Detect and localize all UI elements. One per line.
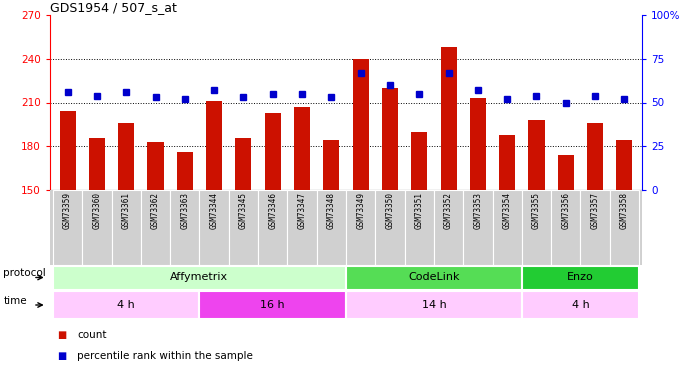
- Text: CodeLink: CodeLink: [408, 273, 460, 282]
- Text: 4 h: 4 h: [572, 300, 590, 310]
- Bar: [499, 135, 515, 190]
- Text: GSM73353: GSM73353: [473, 192, 482, 229]
- Text: GDS1954 / 507_s_at: GDS1954 / 507_s_at: [50, 1, 177, 14]
- Bar: [265, 113, 281, 190]
- Text: time: time: [3, 296, 27, 306]
- Bar: [177, 152, 193, 190]
- Bar: [294, 107, 310, 190]
- Text: percentile rank within the sample: percentile rank within the sample: [78, 351, 253, 361]
- Bar: [60, 111, 75, 190]
- Bar: [353, 59, 369, 190]
- Text: GSM73362: GSM73362: [151, 192, 160, 229]
- Text: GSM73355: GSM73355: [532, 192, 541, 229]
- Bar: [53, 190, 82, 265]
- Text: GSM73359: GSM73359: [63, 192, 72, 229]
- Bar: [522, 266, 639, 290]
- Bar: [463, 190, 492, 265]
- Bar: [411, 132, 427, 190]
- Text: GSM73345: GSM73345: [239, 192, 248, 229]
- Bar: [82, 190, 112, 265]
- Text: GSM73344: GSM73344: [209, 192, 218, 229]
- Bar: [375, 190, 405, 265]
- Text: GSM73357: GSM73357: [591, 192, 600, 229]
- Text: Enzo: Enzo: [567, 273, 594, 282]
- Bar: [558, 155, 574, 190]
- Bar: [206, 101, 222, 190]
- Bar: [346, 190, 375, 265]
- Bar: [587, 123, 603, 190]
- Bar: [118, 123, 134, 190]
- Text: GSM73350: GSM73350: [386, 192, 394, 229]
- Bar: [581, 190, 610, 265]
- Bar: [441, 47, 457, 190]
- Text: GSM73348: GSM73348: [327, 192, 336, 229]
- Bar: [317, 190, 346, 265]
- Text: GSM73360: GSM73360: [92, 192, 101, 229]
- Bar: [616, 140, 632, 190]
- Bar: [492, 190, 522, 265]
- Text: 16 h: 16 h: [260, 300, 285, 310]
- Bar: [528, 120, 545, 190]
- Bar: [551, 190, 581, 265]
- Bar: [199, 291, 346, 320]
- Bar: [258, 190, 288, 265]
- Text: GSM73346: GSM73346: [268, 192, 277, 229]
- Bar: [522, 190, 551, 265]
- Text: 4 h: 4 h: [118, 300, 135, 310]
- Bar: [199, 190, 228, 265]
- Text: Affymetrix: Affymetrix: [171, 273, 228, 282]
- Bar: [53, 266, 346, 290]
- Bar: [470, 98, 486, 190]
- Text: ■: ■: [57, 351, 66, 361]
- Bar: [89, 138, 105, 190]
- Text: GSM73354: GSM73354: [503, 192, 511, 229]
- Bar: [405, 190, 434, 265]
- Bar: [434, 190, 463, 265]
- Bar: [141, 190, 170, 265]
- Bar: [346, 291, 522, 320]
- Bar: [53, 291, 199, 320]
- Bar: [323, 140, 339, 190]
- Text: GSM73352: GSM73352: [444, 192, 453, 229]
- Bar: [148, 142, 164, 190]
- Text: GSM73358: GSM73358: [620, 192, 629, 229]
- Text: GSM73363: GSM73363: [180, 192, 189, 229]
- Text: protocol: protocol: [3, 268, 46, 278]
- Text: 14 h: 14 h: [422, 300, 446, 310]
- Text: ■: ■: [57, 330, 66, 340]
- Bar: [235, 138, 252, 190]
- Bar: [288, 190, 317, 265]
- Text: count: count: [78, 330, 107, 340]
- Bar: [228, 190, 258, 265]
- Text: GSM73356: GSM73356: [561, 192, 571, 229]
- Bar: [170, 190, 199, 265]
- Bar: [610, 190, 639, 265]
- Text: GSM73361: GSM73361: [122, 192, 131, 229]
- Text: GSM73351: GSM73351: [415, 192, 424, 229]
- Text: GSM73347: GSM73347: [298, 192, 307, 229]
- Bar: [522, 291, 639, 320]
- Bar: [112, 190, 141, 265]
- Bar: [382, 88, 398, 190]
- Text: GSM73349: GSM73349: [356, 192, 365, 229]
- Bar: [346, 266, 522, 290]
